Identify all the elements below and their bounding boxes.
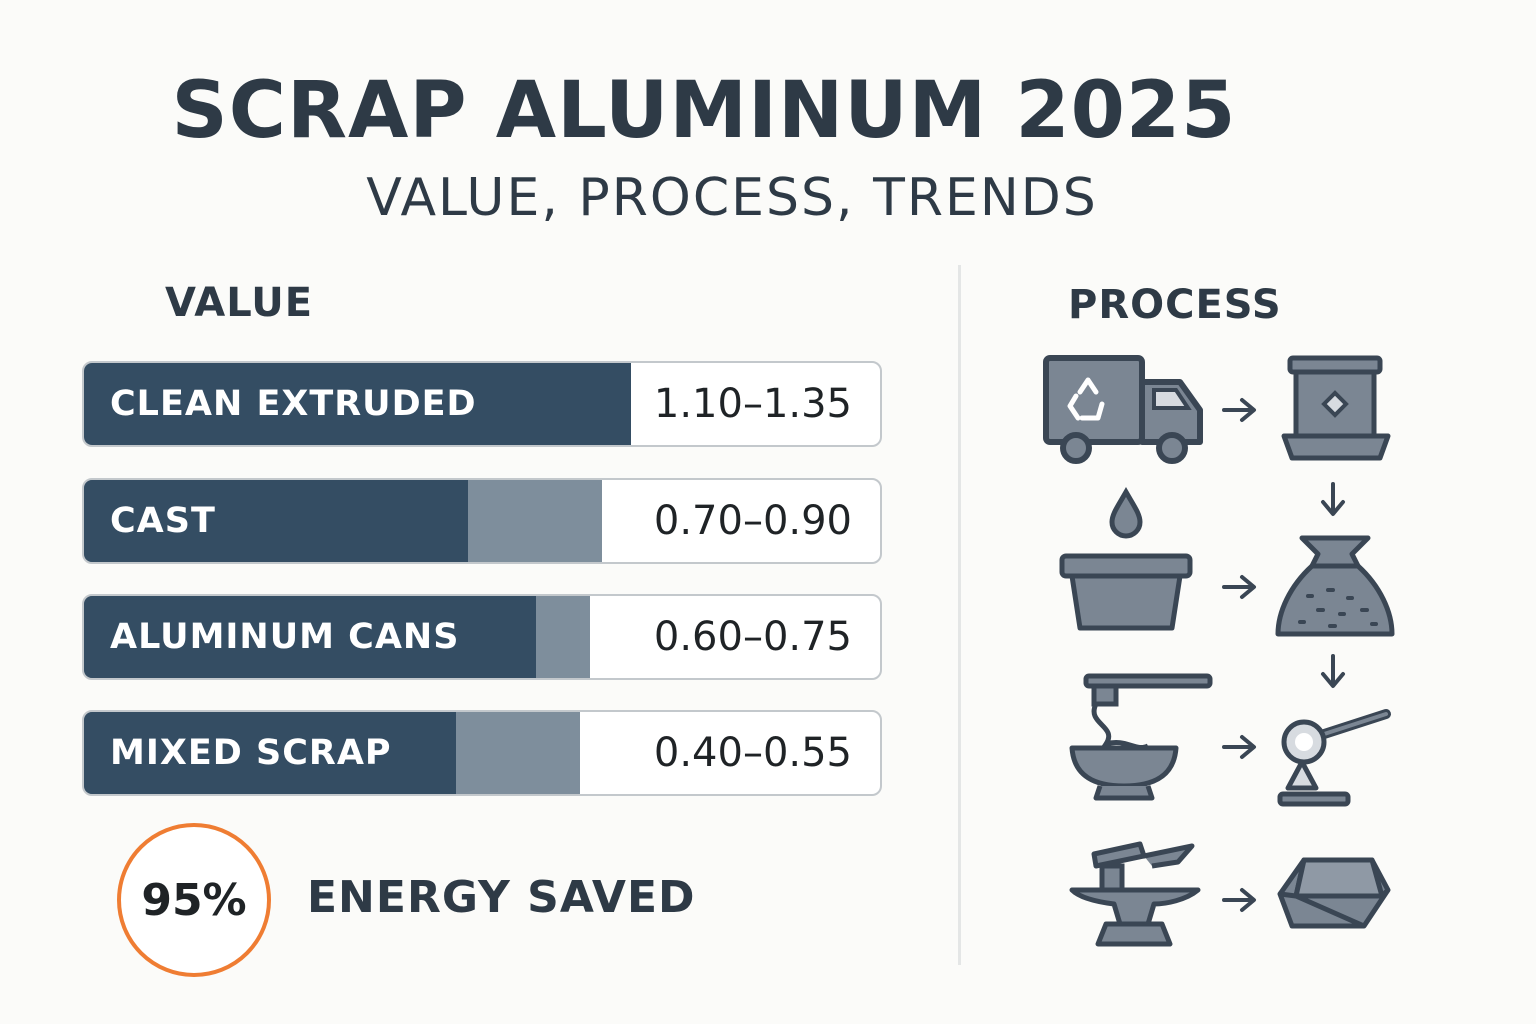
arrow-right-icon <box>1222 575 1256 599</box>
arrow-down-icon <box>1321 654 1345 688</box>
value-bar-cast: CAST 0.70–0.90 <box>82 478 882 564</box>
value-bar-fill <box>84 712 456 794</box>
arrow-right-icon <box>1222 888 1256 912</box>
arrow-down-icon <box>1321 482 1345 516</box>
value-bar-label: CAST <box>110 501 216 541</box>
value-bar-label: MIXED SCRAP <box>110 733 392 773</box>
ladle-casting-icon <box>1277 709 1391 807</box>
value-bar-mixed-scrap: MIXED SCRAP 0.40–0.55 <box>82 710 882 796</box>
value-bar-label: CLEAN EXTRUDED <box>110 384 477 424</box>
value-bar-fill <box>84 480 468 562</box>
value-bar-fill <box>84 596 536 678</box>
sorting-machine-icon <box>1281 355 1391 461</box>
shredded-bag-icon <box>1275 535 1395 637</box>
section-divider <box>958 265 961 965</box>
anvil-press-icon <box>1069 841 1201 947</box>
energy-percent: 95% <box>141 874 247 926</box>
value-bar-fill <box>84 363 631 445</box>
value-heading: VALUE <box>165 280 314 326</box>
page-title: SCRAP ALUMINUM 2025 <box>171 66 1237 156</box>
value-bar-range: 0.60–0.75 <box>653 614 852 660</box>
recycling-truck-icon <box>1043 355 1203 464</box>
arrow-right-icon <box>1222 735 1256 759</box>
value-bar-clean-extruded: CLEAN EXTRUDED 1.10–1.35 <box>82 361 882 447</box>
furnace-pour-icon <box>1069 673 1213 801</box>
value-bar-range: 1.10–1.35 <box>653 381 852 427</box>
ingot-icon <box>1277 857 1391 929</box>
value-bar-range: 0.70–0.90 <box>653 498 852 544</box>
value-bar-range: 0.40–0.55 <box>653 730 852 776</box>
process-heading: PROCESS <box>1068 282 1282 328</box>
arrow-right-icon <box>1222 398 1256 422</box>
energy-label: ENERGY SAVED <box>307 872 696 923</box>
value-bar-aluminum-cans: ALUMINUM CANS 0.60–0.75 <box>82 594 882 680</box>
washing-tub-icon <box>1059 486 1193 631</box>
page-subtitle: VALUE, PROCESS, TRENDS <box>366 168 1098 228</box>
energy-percent-badge: 95% <box>117 823 271 977</box>
value-bar-label: ALUMINUM CANS <box>110 617 460 657</box>
